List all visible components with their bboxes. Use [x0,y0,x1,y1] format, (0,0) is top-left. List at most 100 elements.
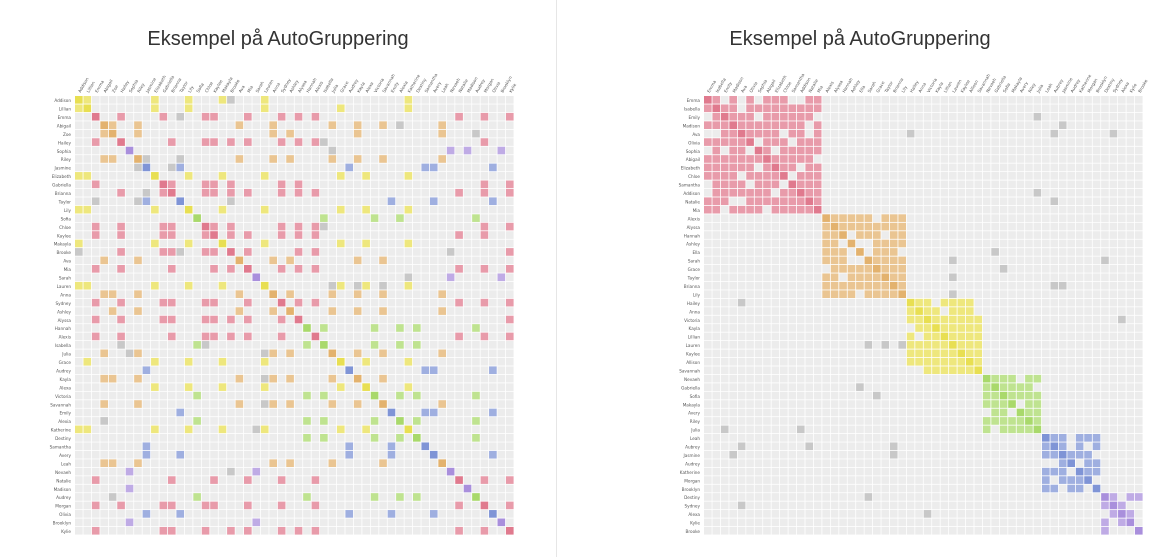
original-cell [438,205,446,214]
original-cell [286,172,294,180]
grouped-cell [839,239,847,248]
grouped-cell [898,197,906,206]
original-cell [505,163,514,172]
grouped-cell [1025,231,1033,239]
original-cell [176,425,185,434]
original-cell [455,188,463,197]
grouped-cell [805,315,814,324]
original-cell [480,442,489,451]
original-col-label: Avery [432,80,443,93]
original-cell [260,374,269,383]
original-cell [311,341,320,349]
original-cell [413,501,421,510]
original-row-label: Alexia [58,419,71,424]
grouped-cell [839,332,847,341]
original-cell [489,222,497,231]
grouped-cell [1109,222,1118,231]
grouped-cell [1067,425,1075,434]
grouped-cell [796,188,805,197]
grouped-cell [965,425,974,434]
grouped-cell [1101,400,1109,408]
original-cell [108,510,117,518]
original-col-label: Lauren [263,78,275,93]
grouped-cell [771,281,780,290]
original-cell [413,188,421,197]
original-cell [379,324,387,332]
grouped-cell [957,442,966,451]
grouped-cell [1118,121,1126,129]
original-cell [379,366,387,375]
original-cell [167,104,176,113]
grouped-cell [771,239,780,248]
grouped-cell [1008,214,1016,222]
grouped-cell [991,163,999,172]
original-cell [184,349,193,358]
original-cell [193,434,201,442]
original-cell [438,172,446,180]
original-cell [379,205,387,214]
original-cell [235,138,244,146]
grouped-cell [1042,341,1050,349]
grouped-cell [780,155,788,163]
original-cell [252,172,261,180]
original-cell [218,298,227,307]
original-cell [134,349,142,358]
grouped-cell [1126,408,1135,417]
grouped-cell [1016,349,1025,358]
grouped-cell [965,214,974,222]
grouped-cell [737,265,746,273]
original-cell [413,180,421,189]
grouped-cell [737,96,746,104]
original-cell [260,298,269,307]
original-cell [277,273,286,282]
grouped-cell [881,239,890,248]
original-cell [134,155,142,163]
original-cell [100,493,108,501]
original-cell [455,501,463,510]
grouped-cell [720,383,729,391]
original-cell [260,205,269,214]
original-cell [489,400,497,408]
original-cell [117,146,125,155]
original-cell [108,332,117,341]
original-cell [286,510,294,518]
original-cell [286,281,294,290]
original-cell [210,476,218,484]
grouped-cell [957,307,966,315]
original-cell [438,121,446,129]
original-cell [269,493,277,501]
grouped-cell [1084,231,1092,239]
original-cell [429,357,438,366]
original-cell [353,501,362,510]
original-cell [463,434,472,442]
grouped-cell [999,307,1008,315]
grouped-cell [856,383,864,391]
original-cell [184,214,193,222]
grouped-cell [1075,205,1084,214]
grouped-cell [1134,172,1143,180]
grouped-cell [1109,442,1118,451]
original-cell [252,434,261,442]
original-cell [218,188,227,197]
original-cell [75,400,83,408]
grouped-cell [957,104,966,113]
original-cell [167,121,176,129]
original-cell [455,298,463,307]
original-cell [277,298,286,307]
original-cell [184,188,193,197]
original-cell [244,265,252,273]
original-cell [404,214,413,222]
original-cell [218,425,227,434]
grouped-cell [965,121,974,129]
grouped-cell [737,400,746,408]
original-cell [387,180,396,189]
grouped-cell [1092,357,1101,366]
grouped-cell [746,349,754,358]
grouped-cell [1134,391,1143,400]
original-cell [480,222,489,231]
original-cell [151,366,159,375]
grouped-cell [1025,273,1033,282]
original-row-label: Audrey [56,495,71,500]
grouped-cell [704,315,712,324]
original-cell [294,526,303,535]
